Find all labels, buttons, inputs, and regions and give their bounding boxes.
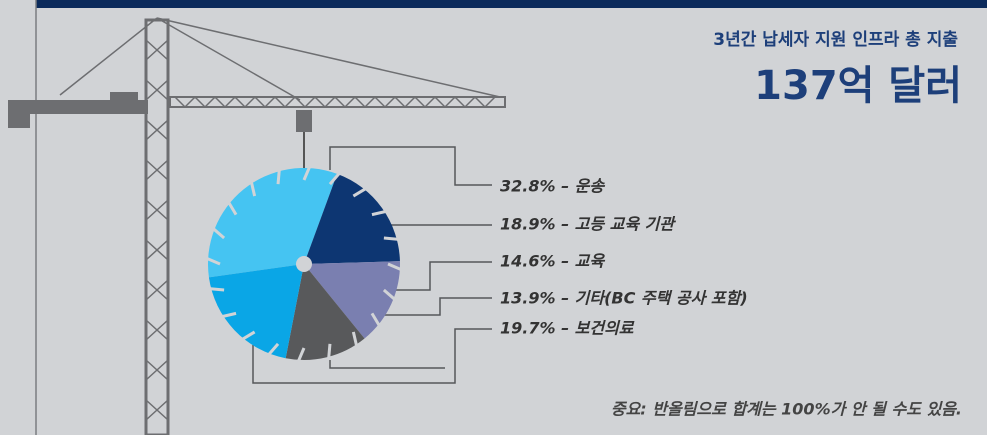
blade-notch — [276, 169, 281, 185]
note: 중요: 반올림으로 합계는 100%가 안 될 수도 있음. — [611, 400, 962, 419]
blade-notch — [387, 262, 403, 272]
blade-notch — [383, 236, 399, 241]
slice-label: 32.8% – 운송 — [500, 177, 605, 196]
blade-notch — [352, 187, 368, 198]
pie-slice — [208, 168, 338, 278]
blade-notch — [371, 209, 387, 217]
leader-lines — [252, 146, 492, 384]
blade-notch — [221, 311, 237, 319]
pie — [205, 165, 403, 363]
chart-title: 3년간 납세자 지원 인프라 총 지출 — [713, 30, 958, 50]
blade-notch — [209, 287, 225, 292]
blade-notch — [302, 165, 312, 181]
blade-notch — [351, 331, 359, 347]
slice-label: 14.6% – 교육 — [500, 252, 605, 271]
blade-notch — [211, 227, 226, 240]
slice-label: 18.9% – 고등 교육 기관 — [500, 215, 676, 234]
blade-notch — [267, 342, 280, 357]
pie-slice — [304, 173, 400, 264]
blade-notch — [205, 256, 221, 266]
blade-notch — [227, 200, 238, 216]
blade-notch — [240, 330, 256, 341]
crane — [8, 17, 506, 435]
blade-notch — [328, 171, 341, 186]
chart-subtitle: 137억 달러 — [754, 63, 962, 109]
blade-notch — [296, 347, 306, 363]
pie-hub — [296, 256, 312, 272]
top-bar — [36, 0, 987, 8]
pie-slice — [208, 264, 304, 359]
pie-slice — [285, 264, 365, 361]
slice-label: 19.7% – 보건의료 — [500, 319, 635, 338]
blade-notch — [327, 343, 332, 359]
blade-notch — [370, 312, 381, 328]
slice-label: 13.9% – 기타(BC 주택 공사 포함) — [500, 289, 748, 308]
blade-notch — [249, 181, 257, 197]
blade-notch — [382, 288, 397, 301]
